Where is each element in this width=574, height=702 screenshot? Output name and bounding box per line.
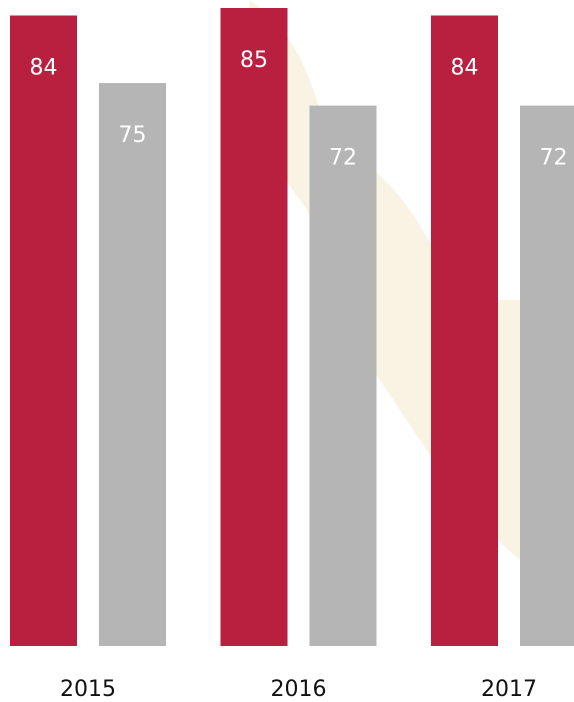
bar [520,105,574,646]
data-label: 84 [451,56,479,81]
x-tick-label: 2016 [271,677,327,702]
bar [220,8,288,646]
data-label: 72 [540,146,568,171]
data-label: 72 [329,146,357,171]
bar [309,105,377,646]
bar [10,15,77,647]
x-tick-label: 2017 [481,677,537,702]
bar [431,15,498,647]
x-tick-label: 2015 [60,677,116,702]
data-label: 84 [30,56,58,81]
data-label: 75 [119,123,147,148]
bar [99,83,166,646]
data-label: 85 [240,48,268,73]
